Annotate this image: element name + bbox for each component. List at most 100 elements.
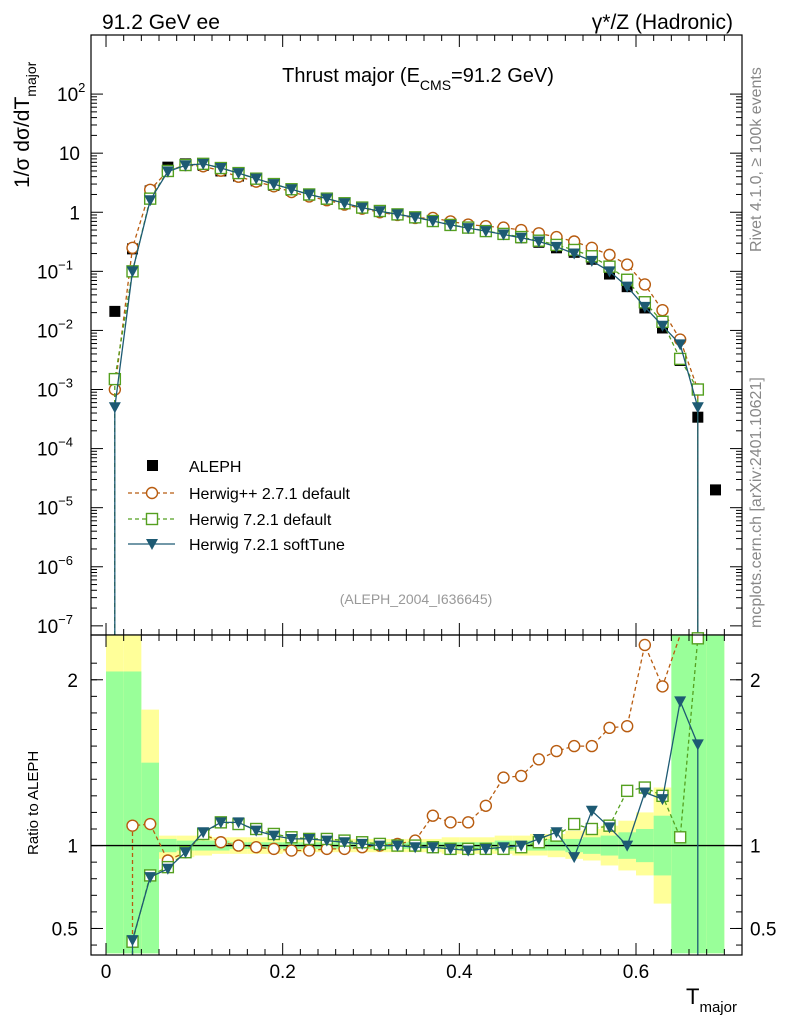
- main-point: [550, 241, 563, 253]
- ratio-point: [232, 839, 245, 852]
- main-ytick-exp: −4: [58, 435, 73, 450]
- analysis-id: (ALEPH_2004_I636645): [340, 591, 493, 607]
- ratio-point: [126, 935, 139, 947]
- legend-item-herwigpp: Herwig++ 2.7.1 default: [128, 486, 351, 503]
- main-series-3: [108, 158, 704, 635]
- main-point: [108, 402, 121, 414]
- ratio-band-inner: [106, 671, 124, 954]
- main-point: [656, 320, 669, 332]
- main-point: [532, 236, 545, 248]
- legend-marker-aleph: [147, 460, 158, 471]
- main-point: [144, 195, 157, 207]
- main-title-sub: CMS: [420, 77, 451, 93]
- ratio-ytick-label: 1: [67, 837, 78, 858]
- ratio-point: [373, 840, 386, 852]
- main-point: [479, 226, 492, 238]
- main-ytick-label: 1: [69, 203, 80, 224]
- ratio-point: [214, 836, 228, 849]
- main-ytick-label: 10−2: [37, 316, 73, 342]
- ratio-point: [567, 817, 581, 831]
- ratio-xlabel-text: T: [686, 984, 699, 1009]
- main-point: [338, 198, 351, 210]
- ratio-xlabel: Tmajor: [686, 984, 737, 1016]
- ratio-point: [585, 805, 598, 817]
- legend-label-herwig7-softtune: Herwig 7.2.1 softTune: [189, 537, 345, 554]
- ratio-xlabel-sub: major: [699, 999, 737, 1016]
- ratio-point: [302, 844, 316, 857]
- main-series-line: [114, 164, 699, 635]
- main-point: [515, 232, 528, 244]
- main-ytick-exp: −6: [58, 553, 73, 568]
- main-point: [638, 301, 651, 313]
- ratio-xtick-label: 0.6: [623, 962, 649, 983]
- ratio-point: [143, 817, 157, 831]
- main-panel: 10−7 10−6 10−5 10−4 10−3 10−2 10−1 1 10 102 Thrus…: [11, 34, 743, 638]
- ratio-point: [356, 838, 369, 850]
- main-ytick-exp: −7: [58, 612, 73, 627]
- legend-item-herwig7-softtune: Herwig 7.2.1 softTune: [128, 537, 345, 554]
- ratio-point: [285, 844, 298, 857]
- main-point: [674, 339, 687, 351]
- main-point: [197, 158, 210, 170]
- ratio-point: [550, 827, 563, 839]
- ratio-point: [515, 840, 528, 852]
- ratio-series-0: [126, 634, 681, 955]
- ratio-point: [550, 744, 563, 758]
- ratio-series-1: [126, 632, 705, 955]
- main-ytick-label: 102: [57, 80, 85, 106]
- main-ytick-label: 10−6: [37, 553, 73, 579]
- ratio-point: [391, 840, 404, 852]
- main-ylabel: 1/σ dσ/dTmajor: [11, 61, 39, 188]
- rivet-version: Rivet 4.1.0, ≥ 100k events: [748, 67, 765, 252]
- main-point: [691, 402, 704, 414]
- main-ytick-exp: −2: [58, 316, 73, 331]
- ratio-point: [479, 799, 493, 812]
- ratio-point: [691, 739, 704, 751]
- ratio-point: [426, 809, 440, 822]
- ratio-point: [461, 816, 475, 829]
- ratio-point: [338, 837, 351, 849]
- main-point: [656, 303, 669, 317]
- main-ylabel-text: 1/σ dσ/dT: [11, 97, 34, 188]
- legend: ALEPH Herwig++ 2.7.1 default Herwig 7.2.…: [128, 459, 351, 554]
- main-point: [267, 179, 280, 191]
- legend-label-herwigpp: Herwig++ 2.7.1 default: [189, 486, 351, 503]
- ratio-ytick-label: 2: [67, 671, 78, 692]
- ratio-xtick-label: 0: [101, 962, 112, 983]
- legend-marker-herwigpp: [145, 486, 159, 500]
- main-point: [109, 305, 121, 317]
- ratio-point: [532, 833, 545, 845]
- main-title-suffix: =91.2 GeV): [451, 65, 554, 87]
- legend-label-herwig7-default: Herwig 7.2.1 default: [189, 512, 332, 529]
- ratio-series-line: [131, 634, 681, 955]
- main-series-line: [114, 163, 699, 635]
- ratio-point: [320, 835, 333, 847]
- main-ytick-label: 10−7: [37, 612, 73, 638]
- main-ytick-label: 10: [59, 144, 80, 165]
- ratio-point: [267, 842, 281, 856]
- ratio-point: [638, 787, 651, 799]
- ratio-point: [674, 696, 687, 708]
- legend-label-aleph: ALEPH: [189, 459, 241, 476]
- ratio-point: [303, 833, 316, 845]
- ratio-point: [497, 842, 510, 854]
- main-point: [673, 352, 687, 366]
- ratio-point: [179, 847, 192, 859]
- main-ytick-exp: −1: [58, 257, 73, 272]
- ratio-point: [144, 872, 157, 884]
- main-point: [391, 209, 404, 221]
- main-ytick-exp: −5: [58, 494, 73, 509]
- ratio-point: [656, 680, 669, 693]
- main-point: [585, 255, 598, 267]
- ratio-ytick-label: 0.5: [52, 919, 78, 940]
- main-point: [232, 168, 245, 180]
- main-point: [161, 166, 174, 178]
- ratio-point: [585, 739, 599, 753]
- ratio-point: [479, 843, 492, 855]
- main-point: [444, 219, 457, 231]
- main-point: [409, 212, 422, 224]
- ratio-point: [197, 827, 210, 839]
- ratio-point: [232, 817, 245, 829]
- ratio-point: [409, 842, 422, 854]
